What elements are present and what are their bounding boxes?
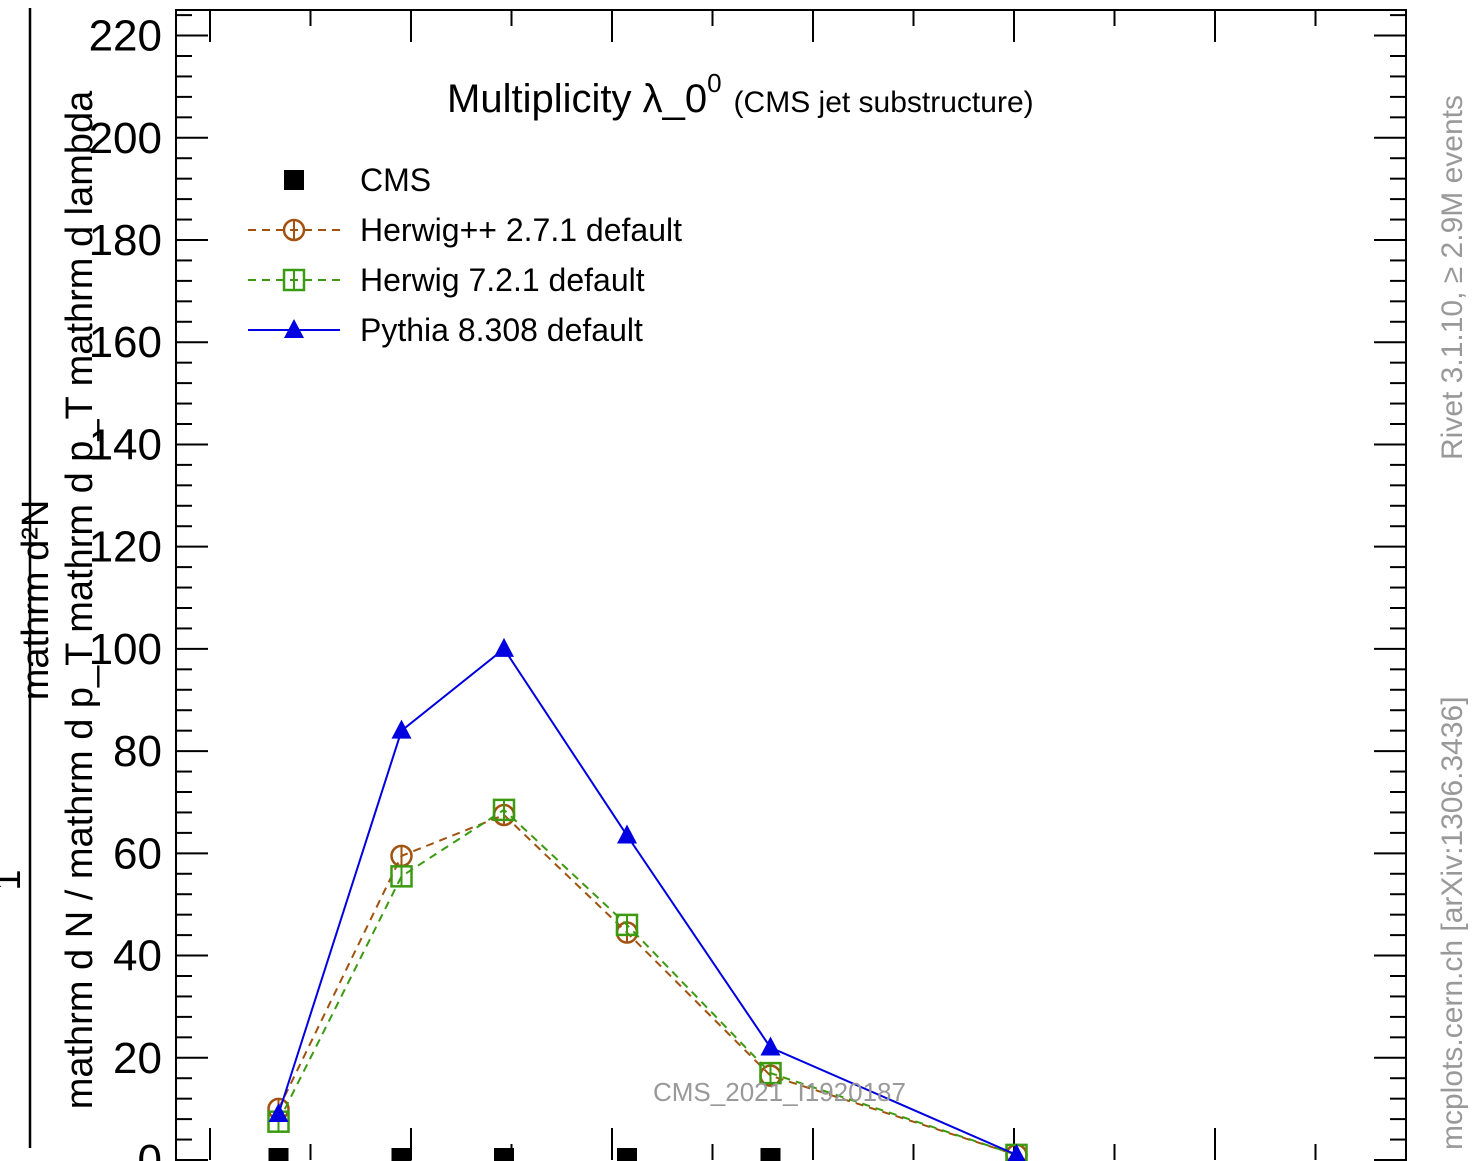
chart-title-subtitle: (CMS jet substructure) — [734, 86, 1034, 119]
y-tick-label: 60 — [113, 829, 162, 878]
y-tick-label: 120 — [89, 523, 162, 572]
legend-marker — [284, 319, 304, 338]
data-point — [494, 1148, 514, 1161]
series-2 — [267, 798, 1028, 1161]
data-point — [268, 1148, 289, 1161]
plot-frame — [175, 9, 1407, 1161]
data-point — [391, 1148, 412, 1161]
y-axis-label-denominator: mathrm d N / mathrm d p_T mathrm d p_T m… — [59, 90, 101, 1109]
legend-label: Herwig++ 2.7.1 default — [360, 212, 682, 248]
data-point — [391, 719, 412, 739]
y-tick-label: 80 — [113, 727, 162, 776]
y-tick-label: 200 — [89, 114, 162, 163]
legend-marker — [284, 170, 304, 190]
data-point — [760, 1036, 781, 1056]
data-point — [760, 1148, 781, 1161]
chart-title: Multiplicity λ_00(CMS jet substructure) — [447, 68, 1034, 121]
mcplots-reference-label: mcplots.cern.ch [arXiv:1306.3436] — [1436, 696, 1469, 1150]
y-tick-label: 0 — [138, 1136, 162, 1161]
y-tick-label: 40 — [113, 932, 162, 981]
data-point — [617, 824, 637, 844]
y-axis-label-numerator: mathrm d²N — [15, 500, 57, 701]
data-point — [494, 637, 514, 657]
rivet-version-label: Rivet 3.1.10, ≥ 2.9M events — [1436, 95, 1469, 460]
y-tick-label: 160 — [89, 318, 162, 367]
y-tick-label: 180 — [89, 216, 162, 265]
data-point — [268, 1103, 289, 1122]
series-1 — [267, 803, 1028, 1161]
data-point — [1007, 1143, 1026, 1161]
y-tick-label: 100 — [89, 625, 162, 674]
legend-label: Pythia 8.308 default — [360, 312, 643, 348]
series-0 — [268, 1148, 781, 1161]
chart-title-superscript: 0 — [707, 68, 721, 98]
y-tick-label: 140 — [89, 420, 162, 469]
y-tick-label: 20 — [113, 1034, 162, 1083]
analysis-id: CMS_2021_I1920187 — [653, 1077, 906, 1107]
y-tick-label: 220 — [89, 12, 162, 61]
series-line — [277, 808, 1017, 1156]
y-axis-label-one: 1 — [0, 869, 29, 890]
series-line — [277, 813, 1017, 1156]
series-3 — [268, 637, 1026, 1161]
legend-label: Herwig 7.2.1 default — [360, 262, 645, 298]
series-line — [277, 647, 1017, 1156]
data-point — [617, 1148, 637, 1161]
legend-label: CMS — [360, 162, 431, 198]
